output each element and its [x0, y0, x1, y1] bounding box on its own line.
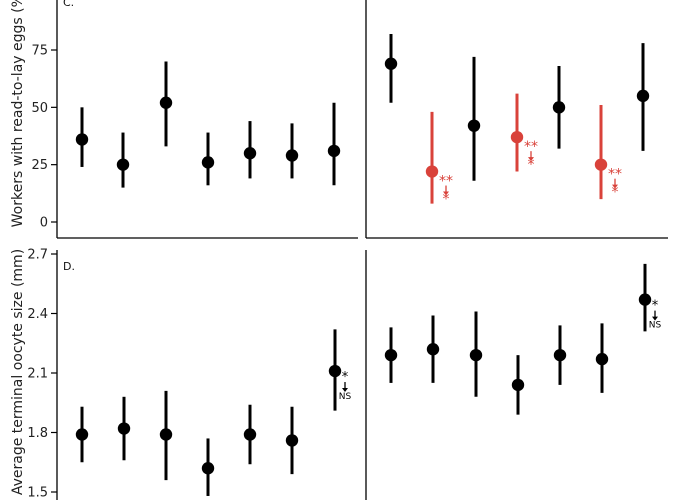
significance-arrow-head	[528, 157, 534, 162]
data-point	[384, 57, 398, 70]
significance-bottom-label: *	[443, 192, 450, 208]
significance-top-label: **	[524, 139, 538, 155]
panel-0-label: C.	[63, 0, 74, 9]
panel-0-y-tick-label: 75	[31, 44, 48, 59]
data-point	[638, 293, 652, 306]
data-point	[201, 462, 215, 475]
data-point	[243, 147, 257, 160]
panel-1-y-tick-label: 2.4	[27, 307, 48, 322]
data-point	[510, 130, 524, 144]
panel-0-y-tick-label: 0	[40, 216, 48, 231]
data-point	[159, 428, 173, 441]
significance-bottom-label: *	[612, 185, 619, 201]
significance-arrow-head	[652, 316, 658, 321]
significance-bottom-label: NS	[649, 321, 662, 331]
data-point	[116, 158, 130, 171]
text-layer: 0 25 50 75 C. Workers with read-to-lay eggs (…	[10, 0, 662, 500]
significance-arrow-head	[342, 388, 348, 393]
significance-arrow-head	[612, 184, 618, 189]
data-point	[469, 348, 483, 362]
panel-1-y-tick-label: 1.5	[27, 486, 48, 500]
data-point	[467, 119, 481, 132]
panel-1-y-axis-title: Average terminal oocyte size (mm)	[10, 249, 26, 495]
significance-bottom-label: *	[528, 157, 535, 173]
data-point	[552, 101, 566, 114]
data-point	[636, 89, 650, 103]
data-point	[328, 364, 342, 378]
significance-top-label: **	[439, 174, 453, 190]
marks-layer	[75, 33, 658, 496]
significance-bottom-label: NS	[339, 392, 352, 402]
data-point	[159, 96, 173, 109]
data-point	[117, 422, 131, 435]
data-point	[75, 428, 89, 441]
data-point	[384, 348, 398, 362]
panel-1-label: D.	[63, 260, 75, 273]
data-point	[285, 149, 299, 162]
significance-top-label: **	[608, 167, 622, 183]
panel-0-y-tick-label: 25	[31, 158, 48, 173]
data-point	[426, 343, 440, 356]
significance-top-label: *	[342, 370, 349, 385]
significance-arrow-head	[443, 191, 449, 196]
significance-top-label: *	[652, 299, 659, 314]
data-point	[201, 156, 215, 169]
data-point	[425, 165, 439, 178]
panel-1-y-tick-label: 2.7	[27, 248, 48, 263]
data-point	[553, 348, 567, 362]
data-point	[594, 158, 608, 171]
data-point	[75, 133, 89, 146]
axes-layer	[51, 0, 668, 500]
panel-1-y-tick-label: 2.1	[27, 367, 48, 382]
data-point	[511, 378, 525, 392]
data-point	[285, 434, 299, 447]
data-point	[595, 352, 609, 366]
data-point	[327, 144, 341, 158]
panel-0-y-tick-label: 50	[31, 101, 48, 116]
panel-1-y-tick-label: 1.8	[27, 426, 48, 441]
panel-0-y-axis-title: Workers with read-to-lay eggs (%)	[10, 0, 26, 227]
data-point	[243, 428, 257, 441]
